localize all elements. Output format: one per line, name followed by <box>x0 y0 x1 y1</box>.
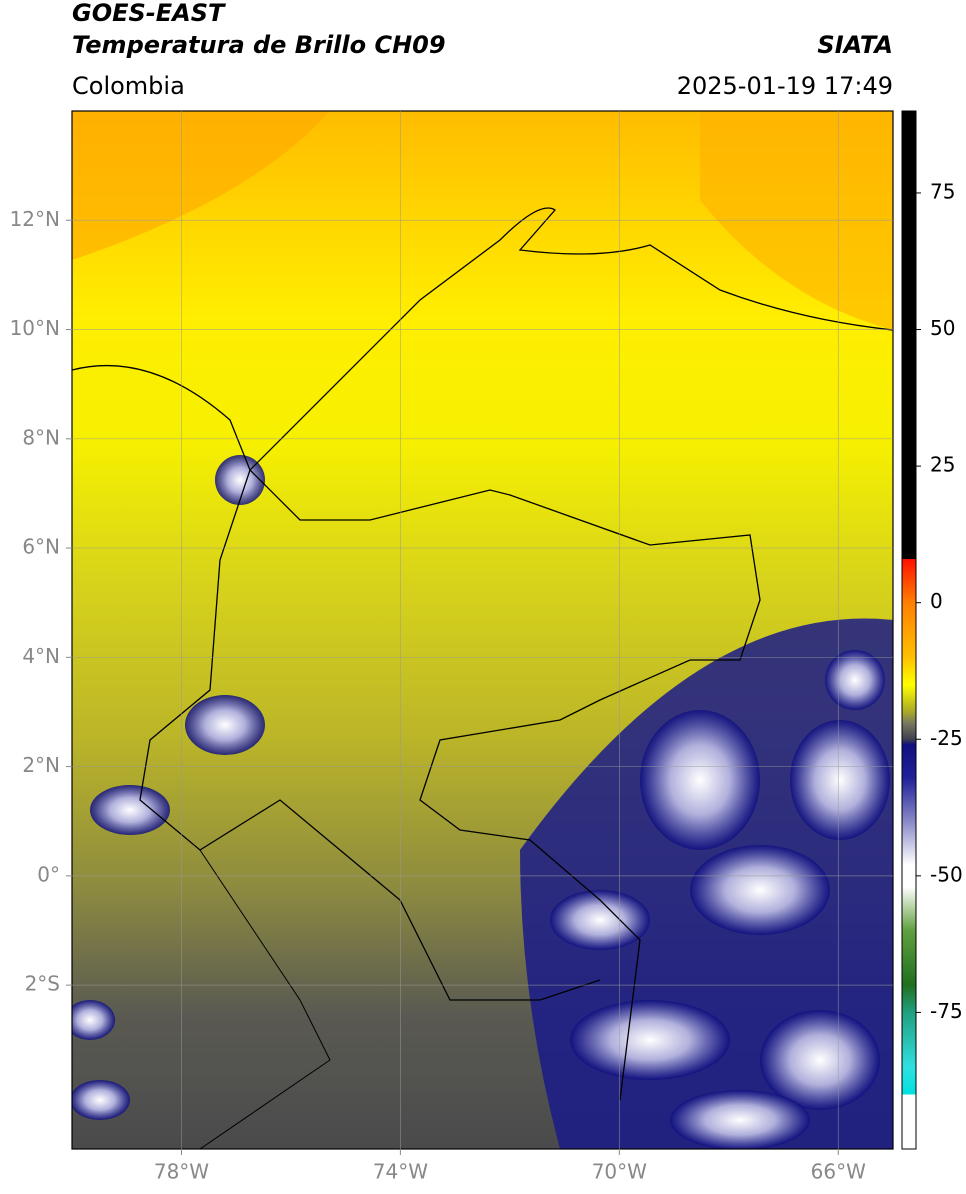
x-tick-label: 78°W <box>154 1160 209 1184</box>
colorbar <box>901 110 917 1150</box>
x-tick-label: 74°W <box>373 1160 428 1184</box>
colorbar-tick-label: -75 <box>930 999 963 1023</box>
x-tick-label: 66°W <box>811 1160 866 1184</box>
region: Colombia <box>72 72 185 100</box>
y-tick-label: 6°N <box>22 535 60 559</box>
y-tick-label: 2°S <box>25 972 60 996</box>
colorbar-tick-label: 50 <box>930 316 955 340</box>
source: SIATA <box>817 31 893 59</box>
subtitle: Temperatura de Brillo CH09 <box>72 31 446 59</box>
datetime: 2025-01-19 17:49 <box>677 72 893 100</box>
y-tick-label: 0° <box>37 862 60 886</box>
satellite-image <box>72 111 893 1149</box>
y-tick-label: 12°N <box>10 207 60 231</box>
y-tick-label: 4°N <box>22 644 60 668</box>
title: GOES-EAST <box>72 0 226 27</box>
y-tick-label: 10°N <box>10 316 60 340</box>
y-tick-label: 2°N <box>22 753 60 777</box>
y-tick-label: 8°N <box>22 425 60 449</box>
colorbar-tick-label: -25 <box>930 726 963 750</box>
colorbar-tick-label: 75 <box>930 179 955 203</box>
colorbar-tick-label: -50 <box>930 862 963 886</box>
colorbar-tick-label: 25 <box>930 453 955 477</box>
x-tick-label: 70°W <box>592 1160 647 1184</box>
colorbar-tick-label: 0 <box>930 589 943 613</box>
map-frame <box>71 110 894 1150</box>
